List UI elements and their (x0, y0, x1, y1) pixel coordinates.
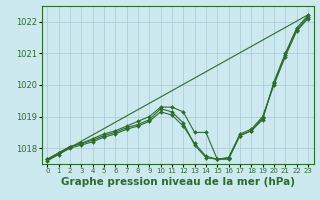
X-axis label: Graphe pression niveau de la mer (hPa): Graphe pression niveau de la mer (hPa) (60, 177, 295, 187)
